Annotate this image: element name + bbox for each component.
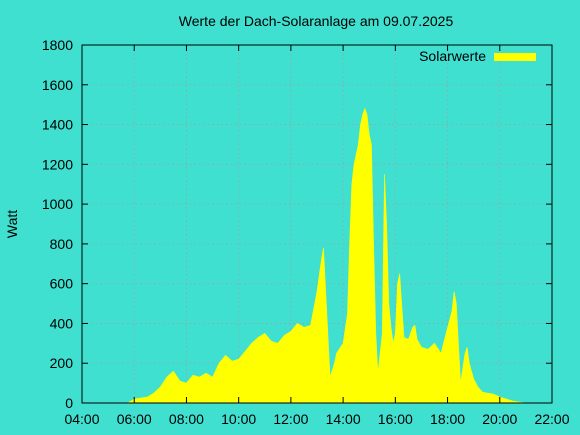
- x-tick-label: 14:00: [326, 411, 361, 427]
- area-series-solarwerte: [126, 107, 526, 404]
- x-tick-label: 20:00: [482, 411, 517, 427]
- legend-swatch-solarwerte: [494, 53, 536, 61]
- x-axis-ticks: 04:00 06:00 08:00 10:00 12:00 14:00 16:00 18:00…: [64, 45, 570, 427]
- x-tick-label: 08:00: [169, 411, 204, 427]
- y-tick-label: 1400: [42, 117, 73, 133]
- x-tick-label: 04:00: [64, 411, 99, 427]
- x-tick-label: 12:00: [273, 411, 308, 427]
- legend-label-solarwerte: Solarwerte: [419, 48, 486, 64]
- legend: Solarwerte: [419, 48, 536, 64]
- y-tick-label: 1800: [42, 37, 73, 53]
- x-tick-label: 18:00: [430, 411, 465, 427]
- x-tick-label: 06:00: [117, 411, 152, 427]
- y-tick-label: 1200: [42, 156, 73, 172]
- y-tick-label: 1000: [42, 196, 73, 212]
- x-tick-label: 16:00: [378, 411, 413, 427]
- y-tick-label: 0: [65, 395, 73, 411]
- plot-frame: [81, 44, 553, 404]
- x-tick-label: 10:00: [221, 411, 256, 427]
- y-axis-label: Watt: [4, 210, 20, 238]
- chart-title: Werte der Dach-Solaranlage am 09.07.2025: [179, 13, 454, 29]
- y-tick-label: 1600: [42, 77, 73, 93]
- y-tick-label: 600: [50, 276, 74, 292]
- plot-border: [81, 44, 553, 404]
- y-tick-label: 800: [50, 236, 74, 252]
- y-tick-label: 200: [50, 355, 74, 371]
- y-axis-ticks: 0 200 400 600 800 1000 1200 1400 1600 1800: [42, 37, 552, 411]
- x-tick-label: 22:00: [534, 411, 569, 427]
- y-tick-label: 400: [50, 315, 74, 331]
- area-layer: [126, 107, 526, 404]
